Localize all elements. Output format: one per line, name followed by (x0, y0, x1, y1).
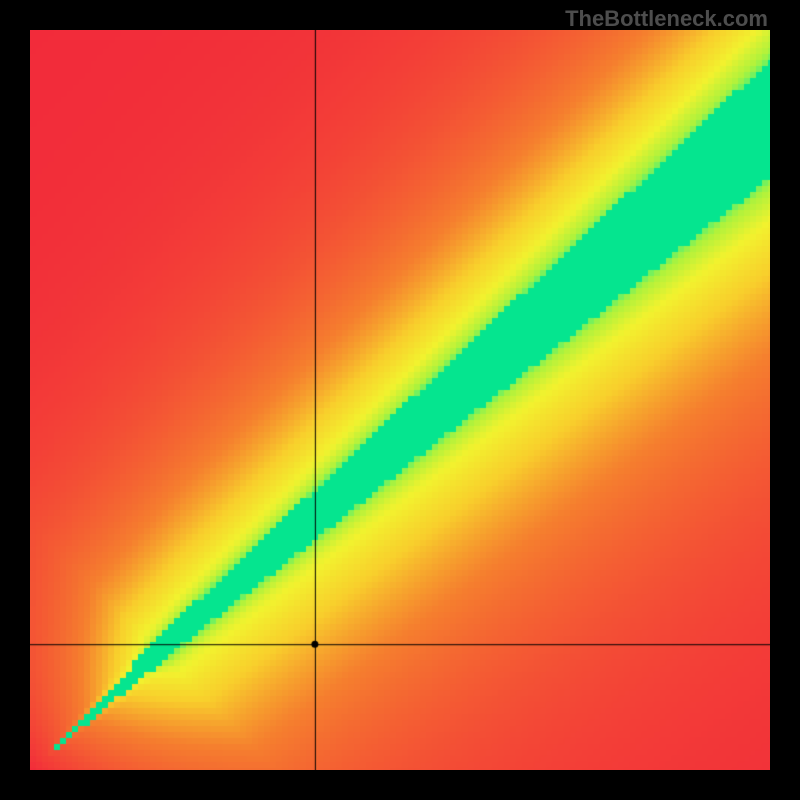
heatmap-plot (30, 30, 770, 770)
watermark-text: TheBottleneck.com (565, 6, 768, 32)
chart-container: TheBottleneck.com (0, 0, 800, 800)
heatmap-canvas (30, 30, 770, 770)
